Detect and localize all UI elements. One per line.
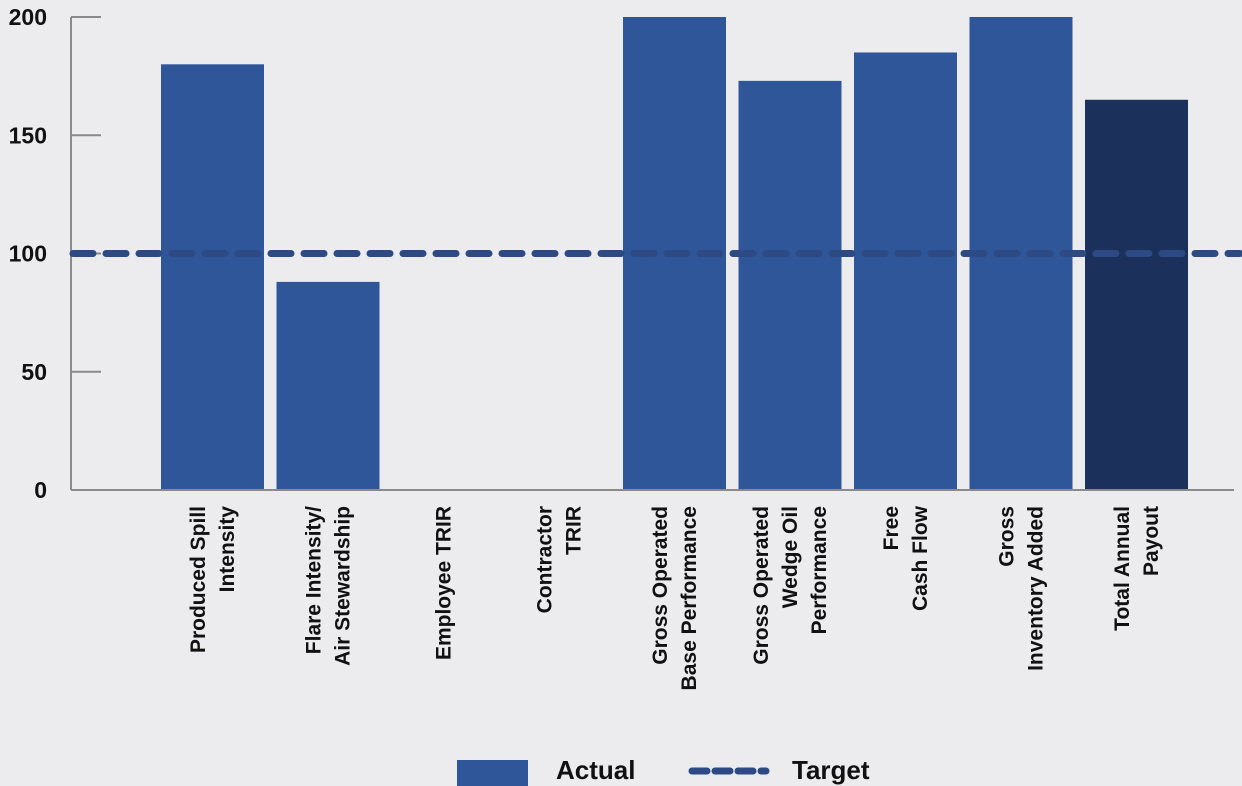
- legend-swatch-actual: [457, 760, 528, 786]
- x-tick-label-line: Gross Operated: [750, 506, 773, 665]
- x-tick-label-line: Air Stewardship: [332, 506, 355, 666]
- x-tick-label-line: Flare Intensity/: [303, 506, 326, 654]
- bar: [161, 64, 264, 491]
- x-tick-label-line: Performance: [808, 506, 831, 634]
- x-tick-label: Free Cash Flow: [880, 505, 932, 611]
- legend: Actual Target: [457, 755, 870, 786]
- y-tick-label: 200: [9, 4, 47, 30]
- bars-group: [161, 17, 1188, 491]
- x-tick-label-line: Employee TRIR: [433, 506, 456, 660]
- bar: [1085, 99, 1188, 491]
- x-tick-label-line: Contractor: [534, 506, 557, 613]
- x-tick-label-line: Intensity: [216, 506, 239, 593]
- x-tick-label-line: Free: [880, 506, 903, 550]
- legend-label-actual: Actual: [556, 755, 635, 785]
- x-tick-label-line: Gross: [996, 506, 1019, 567]
- y-tick-label: 0: [34, 477, 47, 503]
- x-tick-label-line: Wedge Oil: [779, 506, 802, 608]
- x-tick-label: Gross Operated Base Performance: [649, 506, 701, 690]
- category-labels-group: Produced Spill Intensity Flare Intensity/A…: [187, 505, 1163, 690]
- bar: [854, 52, 957, 490]
- x-tick-label: Gross Inventory Added: [996, 506, 1048, 671]
- x-tick-label: Total Annual Payout: [1111, 506, 1163, 631]
- x-tick-label-line: Produced Spill: [187, 506, 210, 653]
- legend-label-target: Target: [792, 755, 870, 785]
- x-tick-label-line: Payout: [1140, 506, 1163, 576]
- x-tick-label-line: TRIR: [563, 506, 586, 555]
- x-tick-label: Flare Intensity/Air Stewardship: [303, 506, 355, 666]
- x-tick-label-line: Base Performance: [678, 506, 701, 690]
- y-tick-label: 50: [21, 359, 47, 385]
- y-tick-label: 100: [9, 241, 47, 267]
- x-tick-label: Gross Operated Wedge Oil Performance: [750, 506, 831, 665]
- x-tick-label: Produced Spill Intensity: [187, 506, 239, 653]
- x-tick-label: Contractor TRIR: [534, 506, 586, 613]
- x-tick-label-line: Gross Operated: [649, 506, 672, 665]
- x-tick-label-line: Total Annual: [1111, 506, 1134, 631]
- x-tick-label: Employee TRIR: [433, 506, 456, 660]
- y-tick-label: 150: [9, 122, 47, 148]
- x-tick-label-line: Inventory Added: [1025, 506, 1048, 671]
- bar: [276, 281, 380, 490]
- x-tick-label-line: Cash Flow: [909, 505, 932, 611]
- bar: [738, 80, 842, 490]
